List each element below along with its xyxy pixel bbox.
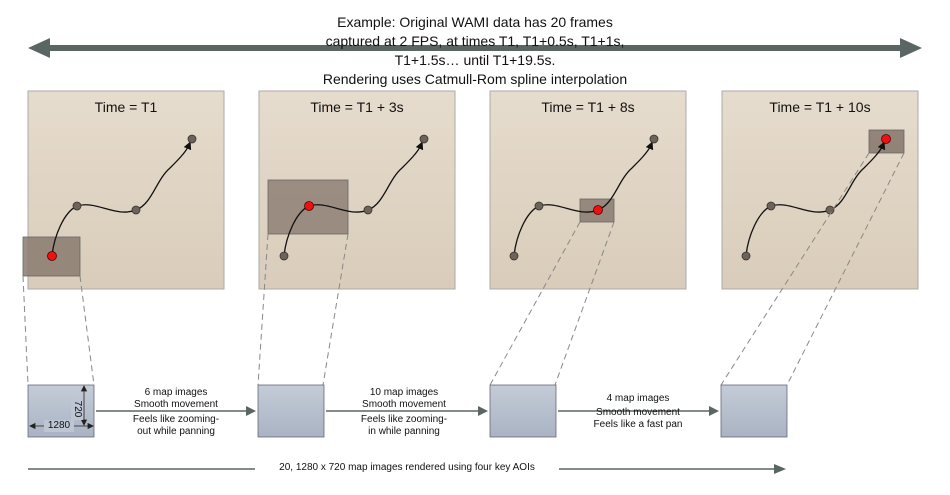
panel-title: Time = T1 xyxy=(28,99,224,115)
key-point xyxy=(826,206,834,214)
key-point xyxy=(280,252,288,260)
transition-note-1: 6 map images Smooth movement Feels like … xyxy=(112,387,240,438)
note-line: in while panning xyxy=(340,426,468,438)
key-point xyxy=(420,135,428,143)
note-line: Smooth movement xyxy=(340,399,468,411)
bottom-caption: 20, 1280 x 720 map images rendered using… xyxy=(255,462,559,473)
panel-title: Time = T1 + 10s xyxy=(722,99,918,115)
map-thumbnail-2 xyxy=(258,385,324,437)
title-line: Example: Original WAMI data has 20 frame… xyxy=(275,13,675,32)
note-line: out while panning xyxy=(112,426,240,438)
current-position-point xyxy=(882,135,891,144)
map-thumbnail-4 xyxy=(721,385,787,437)
key-point xyxy=(364,206,372,214)
key-point xyxy=(742,252,750,260)
current-position-point xyxy=(48,252,57,261)
note-line: Feels like zooming- xyxy=(340,414,468,426)
thumb-height-label: 720 xyxy=(71,398,83,420)
current-position-point xyxy=(594,206,603,215)
key-point xyxy=(535,202,543,210)
note-line: Feels like a fast pan xyxy=(574,419,702,431)
key-point xyxy=(132,206,140,214)
note-line: 10 map images xyxy=(340,387,468,399)
current-position-point xyxy=(305,202,314,211)
thumb-width-label: 1280 xyxy=(44,420,74,432)
note-line: Smooth movement xyxy=(112,399,240,411)
title-line: T1+1.5s… until T1+19.5s. xyxy=(275,51,675,70)
transition-note-3: 4 map images Smooth movement Feels like … xyxy=(574,393,702,431)
diagram-title: Example: Original WAMI data has 20 frame… xyxy=(275,13,675,89)
note-line: 6 map images xyxy=(112,387,240,399)
key-point xyxy=(188,135,196,143)
key-point xyxy=(767,202,775,210)
note-line: Feels like zooming- xyxy=(112,414,240,426)
transition-note-2: 10 map images Smooth movement Feels like… xyxy=(340,387,468,438)
key-point xyxy=(510,252,518,260)
map-thumbnail-3 xyxy=(490,385,556,437)
note-line: Smooth movement xyxy=(574,407,702,419)
panel-title: Time = T1 + 8s xyxy=(490,99,686,115)
note-line: 4 map images xyxy=(574,393,702,405)
title-line: Rendering uses Catmull-Rom spline interp… xyxy=(275,70,675,89)
panel-title: Time = T1 + 3s xyxy=(259,99,455,115)
panel-4 xyxy=(722,91,918,289)
key-point xyxy=(650,135,658,143)
panel-3 xyxy=(490,91,686,289)
key-point xyxy=(73,202,81,210)
title-line: captured at 2 FPS, at times T1, T1+0.5s,… xyxy=(275,32,675,51)
